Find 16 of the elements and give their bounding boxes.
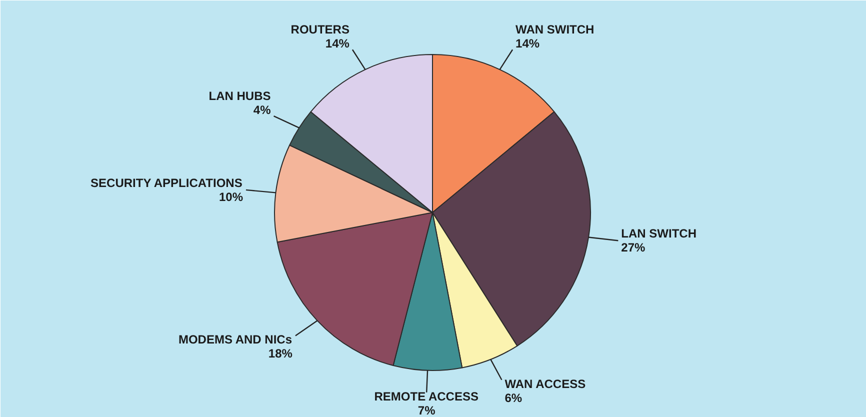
data-label: 4% bbox=[253, 103, 272, 118]
data-label: 7% bbox=[418, 403, 436, 417]
slice-label: ROUTERS bbox=[290, 22, 350, 37]
data-label: 27% bbox=[621, 240, 646, 255]
slice-label: WAN ACCESS bbox=[504, 376, 586, 391]
slice-label: REMOTE ACCESS bbox=[374, 389, 478, 404]
data-label: 14% bbox=[516, 36, 540, 51]
data-label: 10% bbox=[218, 190, 244, 204]
slice-label: LAN HUBS bbox=[208, 89, 271, 104]
data-label: 6% bbox=[504, 390, 522, 405]
data-label: 18% bbox=[268, 346, 293, 361]
slice-label: LAN SWITCH bbox=[621, 226, 697, 241]
slice-label: MODEMS AND NICs bbox=[178, 332, 292, 347]
slice-label: SECURITY APPLICATIONS bbox=[90, 176, 242, 190]
slice-label: WAN SWITCH bbox=[516, 22, 594, 37]
data-label: 14% bbox=[325, 36, 350, 51]
